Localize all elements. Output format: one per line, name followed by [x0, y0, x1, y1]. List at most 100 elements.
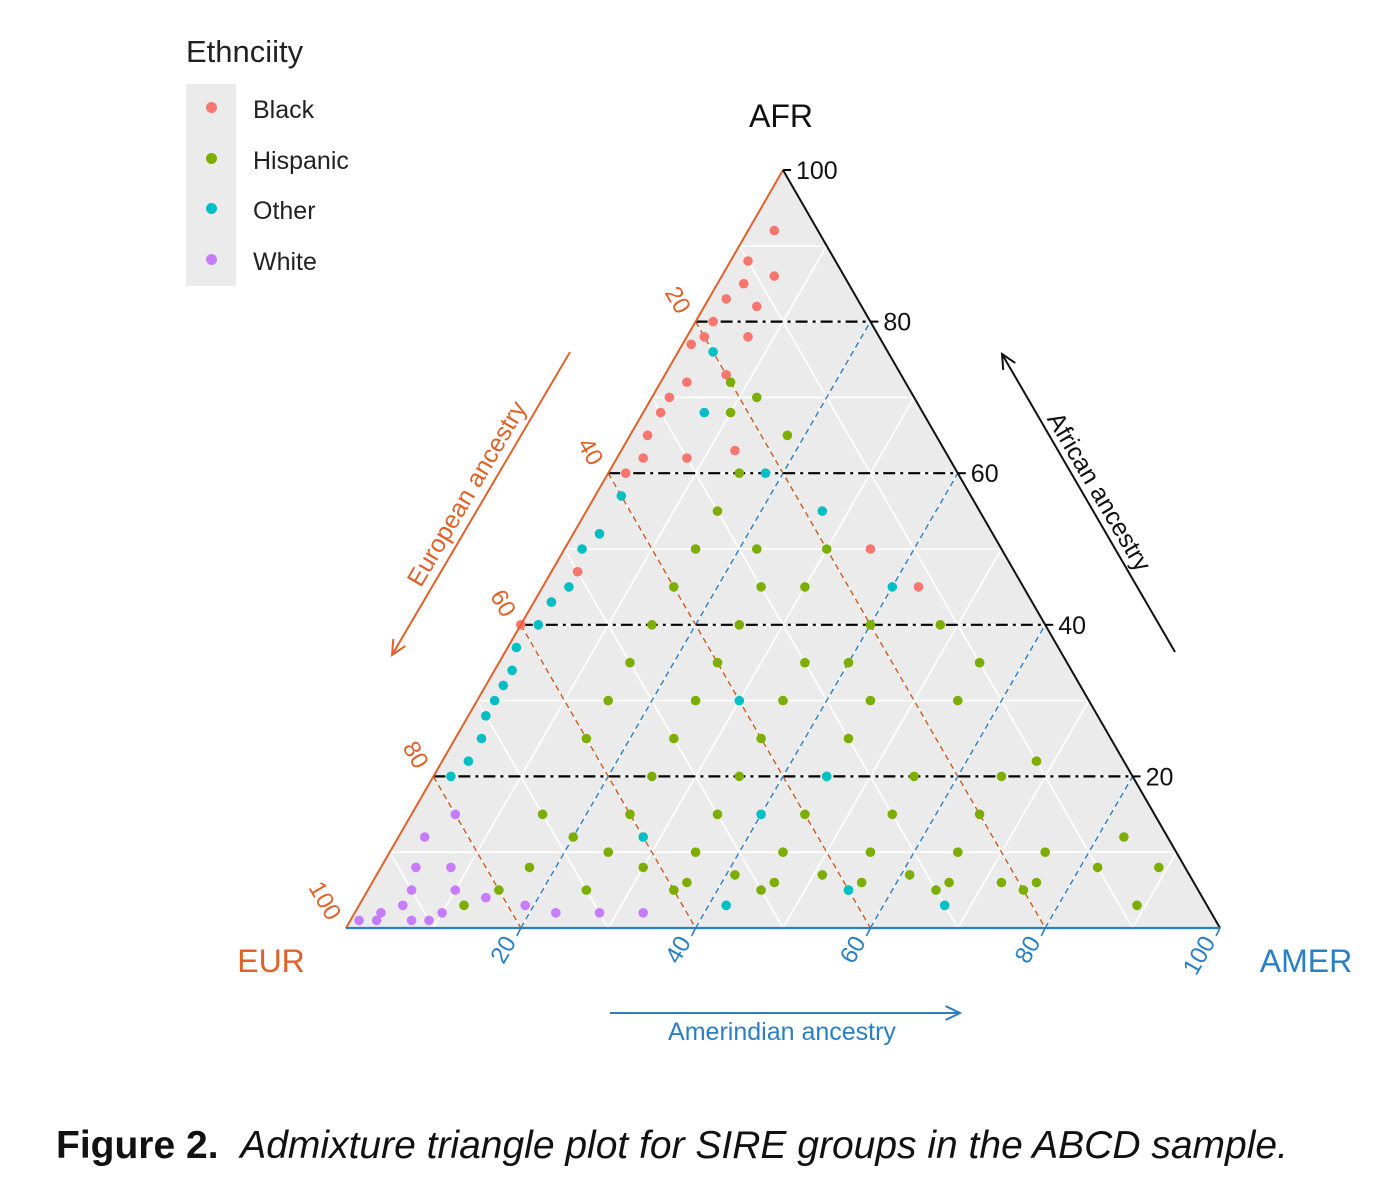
point-hispanic [1132, 900, 1142, 911]
point-white [411, 862, 421, 873]
legend-item-black: Black [186, 84, 446, 134]
point-other [481, 711, 491, 721]
point-hispanic [494, 885, 504, 895]
point-hispanic [1031, 756, 1042, 766]
point-hispanic [568, 832, 578, 842]
amer-tick-mark [690, 927, 697, 937]
point-white [406, 885, 417, 895]
amer-vertex-label: AMER [1260, 943, 1352, 979]
point-hispanic [865, 620, 876, 630]
point-hispanic [778, 695, 788, 706]
amer-axis-arrow [610, 1005, 963, 1021]
point-black [642, 430, 653, 441]
point-hispanic [752, 544, 762, 554]
afr-axis-title: African ancestry [1041, 408, 1156, 577]
point-black [699, 332, 710, 342]
point-hispanic [734, 468, 745, 479]
grid-line-amer [1131, 851, 1177, 929]
amer-tick-label: 80 [1010, 932, 1047, 969]
amer-tick-label: 40 [660, 932, 697, 969]
point-white [520, 900, 530, 911]
point-other [843, 885, 854, 895]
point-black [721, 369, 731, 380]
point-hispanic [690, 544, 701, 554]
eur-tick-label: 20 [659, 282, 696, 319]
point-white [354, 915, 364, 926]
point-other [821, 771, 832, 782]
point-hispanic [647, 771, 657, 782]
point-hispanic [800, 809, 810, 820]
point-other [564, 582, 574, 592]
point-hispanic [682, 877, 692, 888]
point-hispanic [669, 885, 679, 895]
point-other [533, 620, 544, 630]
eur-reference-line [520, 624, 697, 929]
point-hispanic [800, 582, 810, 592]
point-hispanic [690, 847, 701, 857]
point-hispanic [690, 695, 701, 706]
point-hispanic [647, 620, 657, 630]
point-hispanic [603, 847, 613, 857]
point-hispanic [821, 544, 832, 554]
point-other [721, 900, 731, 911]
point-hispanic [638, 862, 648, 873]
amer-tick-mark [865, 927, 872, 937]
point-hispanic [935, 620, 946, 630]
point-black [664, 392, 675, 403]
point-hispanic [843, 657, 854, 668]
edge-afr-amer [782, 169, 1221, 929]
legend-swatch [206, 102, 217, 113]
point-black [686, 339, 696, 350]
point-black [865, 544, 876, 554]
eur-tick-label: 60 [484, 585, 521, 622]
edge-eur-afr [345, 169, 784, 929]
point-hispanic [725, 407, 736, 418]
point-black [638, 453, 648, 463]
point-hispanic [865, 695, 876, 706]
point-white [406, 915, 417, 926]
point-hispanic [756, 885, 766, 895]
point-hispanic [1154, 862, 1164, 873]
grid-line-amer [957, 700, 1090, 929]
point-hispanic [734, 620, 745, 630]
point-hispanic [1031, 877, 1042, 888]
afr-tick-label: 40 [1058, 612, 1086, 640]
point-hispanic [996, 877, 1007, 888]
point-hispanic [669, 733, 679, 744]
amer-tick-label: 20 [485, 932, 522, 969]
point-hispanic [865, 847, 876, 857]
point-other [498, 680, 509, 691]
legend-item-white: White [186, 236, 446, 286]
point-black [721, 294, 731, 304]
point-hispanic [756, 733, 766, 744]
point-hispanic [931, 885, 941, 895]
grid-line-amer [607, 397, 915, 929]
point-white [419, 832, 430, 842]
point-other [594, 529, 605, 539]
point-black [682, 453, 692, 463]
legend-item-other: Other [186, 185, 446, 235]
point-other [887, 582, 898, 592]
point-hispanic [537, 809, 548, 820]
point-hispanic [909, 771, 919, 782]
legend-label: Black [253, 96, 315, 124]
legend-label: Hispanic [253, 146, 349, 175]
point-white [594, 908, 605, 918]
point-white [481, 892, 491, 903]
legend-item-hispanic: Hispanic [186, 135, 446, 185]
point-other [489, 695, 500, 706]
grid-line-amer [782, 548, 1003, 929]
amer-tick-mark [516, 927, 522, 937]
eur-vertex-label: EUR [237, 943, 305, 979]
point-other [476, 733, 487, 744]
point-black [769, 225, 780, 236]
point-hispanic [752, 392, 762, 403]
point-other [507, 665, 517, 676]
legend-label: White [253, 247, 317, 276]
grid-line-eur [738, 245, 1134, 929]
amer-reference-line [520, 321, 872, 929]
afr-tick-label: 80 [883, 309, 911, 337]
point-black [743, 332, 753, 342]
point-hispanic [953, 695, 963, 706]
amer-tick-label: 60 [835, 932, 872, 969]
